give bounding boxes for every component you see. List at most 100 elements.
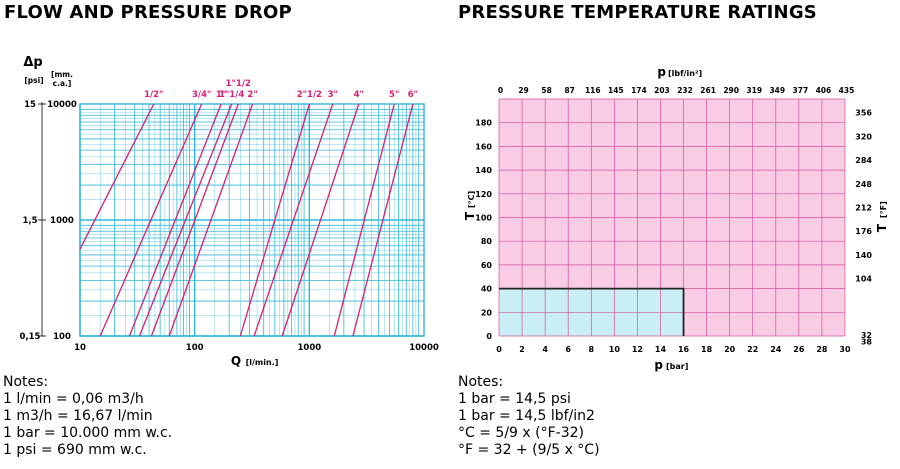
pt-axes: 0 2 4 6 8 10 12 14 16 18 20 22 24 26 28 300 29 58 87 116 145… (463, 65, 889, 372)
pt-x-tick-label: 28 (816, 345, 828, 354)
pt-y-tick-label: 180 (475, 119, 492, 128)
flow-x-tick-label: 1000 (297, 343, 321, 353)
flow-y-unit-mm: c.a.] (53, 79, 72, 88)
notes-left-line: 1 psi = 690 mm w.c. (3, 442, 147, 458)
flow-series-label: 2" (247, 90, 257, 100)
pt-y-tick-label: 60 (481, 261, 493, 270)
notes-left-line: 1 l/min = 0,06 m3/h (3, 391, 144, 407)
pt-x-tick-label: 14 (655, 345, 667, 354)
flow-series-label: 4" (354, 90, 364, 100)
pt-x2-tick-label: 116 (585, 86, 601, 95)
flow-series-line (281, 103, 360, 337)
pt-grid (498, 98, 846, 337)
flow-chart-title: FLOW AND PRESSURE DROP (4, 2, 292, 23)
notes-left-line: 1 m3/h = 16,67 l/min (3, 408, 153, 424)
pt-x-tick-label: 22 (747, 345, 758, 354)
pt-x-tick-label: 26 (793, 345, 805, 354)
pt-x2-tick-label: 261 (700, 86, 716, 95)
pt-y-tick-label: 0 (486, 332, 492, 341)
pt-x-tick-label: 8 (588, 345, 594, 354)
pt-x-tick-label: 2 (519, 345, 525, 354)
pt-x2-axis-label: p (657, 65, 666, 79)
flow-series-line (239, 103, 310, 337)
pt-y-unit: [°C] (467, 191, 476, 208)
pt-y-axis-label: T (463, 211, 477, 220)
flow-series-label: 1/2" (144, 90, 163, 100)
pt-rating-boundary (499, 287, 685, 336)
flow-y-tick-label-mm: 10000 (47, 100, 77, 110)
flow-series-line (128, 103, 222, 337)
flow-grid (79, 103, 425, 337)
notes-right-line: 1 bar = 14,5 psi (458, 391, 571, 407)
pt-x2-tick-label: 174 (631, 86, 647, 95)
pt-y2-tick-label: 248 (855, 180, 872, 189)
flow-series-label: 6" (408, 90, 418, 100)
pt-y2-tick-label: 320 (855, 132, 872, 141)
flow-series-lines (79, 103, 414, 337)
flow-y-tick-label-psi: 1,5 (22, 216, 37, 226)
flow-series-label: 1"1/4 (219, 90, 244, 100)
pressure-temperature-chart: 0 2 4 6 8 10 12 14 16 18 20 22 24 26 28 300 29 58 87 116 145… (463, 65, 889, 372)
pt-x-tick-label: 12 (632, 345, 643, 354)
pt-y-tick-label: 100 (475, 214, 492, 223)
pt-y2-tick-label: 140 (855, 251, 872, 260)
notes-left-line: 1 bar = 10.000 mm w.c. (3, 425, 173, 441)
pt-x-tick-label: 30 (839, 345, 851, 354)
pt-x2-tick-label: 145 (608, 86, 624, 95)
pt-x-tick-label: 24 (770, 345, 782, 354)
pt-y2-tick-label: 284 (855, 156, 872, 165)
pt-x2-tick-label: 232 (677, 86, 693, 95)
notes-right-line: °F = 32 + (9/5 x °C) (458, 442, 600, 458)
flow-x-unit: [l/min.] (246, 358, 279, 367)
notes-right-line: °C = 5/9 x (°F-32) (458, 425, 584, 441)
notes-right-heading: Notes: (458, 374, 504, 390)
flow-series-labels: 1/2" 3/4" 1"1"1/41"1/22" 2"1/2 3" 4" 5" 6" (144, 79, 418, 100)
flow-x-tick-label: 10000 (409, 343, 439, 353)
pt-x-tick-label: 6 (565, 345, 571, 354)
pt-y-tick-label: 140 (475, 166, 492, 175)
pt-y2-unit: [°F] (879, 201, 888, 218)
flow-series-line (352, 103, 414, 337)
flow-y-unit-mm: [mm. (51, 70, 73, 79)
pt-x-tick-label: 18 (701, 345, 713, 354)
pt-x2-unit: [lbf/in²] (668, 69, 702, 78)
flow-series-line (138, 103, 233, 337)
flow-series-line (333, 103, 395, 337)
pt-x2-tick-label: 87 (564, 86, 574, 95)
flow-series-label: 1"1/2 (226, 79, 251, 89)
pt-x2-tick-label: 203 (654, 86, 670, 95)
flow-series-label: 2"1/2 (297, 90, 322, 100)
flow-x-tick-label: 100 (186, 343, 204, 353)
flow-series-label: 1" (216, 90, 226, 100)
flow-series-label: 5" (389, 90, 399, 100)
pt-y-tick-label: 160 (475, 142, 492, 151)
pt-y2-tick-label: 176 (855, 227, 872, 236)
pt-y2-tick-label: 38 (861, 338, 873, 347)
notes-left: Notes: 1 l/min = 0,06 m3/h 1 m3/h = 16,6… (3, 374, 172, 459)
flow-y-axis-label: Δp (23, 55, 42, 70)
pt-y-tick-label: 40 (481, 285, 493, 294)
pt-x-axis-label: p (654, 358, 663, 372)
pt-y2-tick-label: 356 (855, 109, 872, 118)
pt-x2-tick-label: 0 (498, 86, 503, 95)
pt-x2-tick-label: 377 (793, 86, 809, 95)
pt-x-tick-label: 16 (678, 345, 690, 354)
flow-y-tick-label-psi: 15 (24, 100, 36, 110)
pt-chart-title: PRESSURE TEMPERATURE RATINGS (458, 2, 817, 23)
pt-x2-tick-label: 58 (541, 86, 551, 95)
pt-x-tick-label: 20 (724, 345, 736, 354)
pt-x2-tick-label: 290 (723, 86, 739, 95)
notes-left-heading: Notes: (3, 374, 49, 390)
flow-y-tick-label-mm: 100 (53, 332, 71, 342)
flow-axes: 10 100 1000 100001001000100000,151,515Δp[ps… (20, 55, 439, 368)
pt-y2-tick-label: 32 (861, 331, 872, 340)
pt-y-tick-label: 120 (475, 190, 492, 199)
flow-series-line (168, 103, 254, 337)
pt-x2-tick-label: 349 (769, 86, 785, 95)
pt-y-tick-label: 20 (481, 308, 493, 317)
flow-pressure-chart: 1/2" 3/4" 1"1"1/41"1/22" 2"1/2 3" 4" 5" 6" 10 10… (20, 55, 439, 368)
pt-x-tick-label: 4 (542, 345, 548, 354)
pt-x-unit: [bar] (666, 362, 688, 371)
pt-y-tick-label: 80 (481, 237, 493, 246)
pt-x-tick-label: 10 (609, 345, 621, 354)
